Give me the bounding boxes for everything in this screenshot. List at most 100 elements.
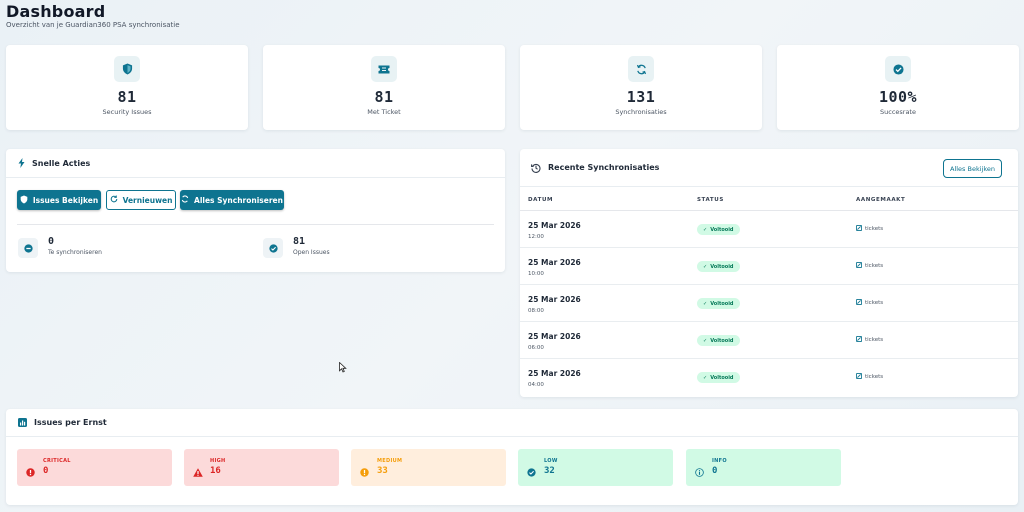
- check-icon: ✓: [703, 226, 708, 233]
- row-date: 25 Mar 2026: [528, 221, 581, 230]
- check-circle-icon: [527, 462, 536, 481]
- status-badge: ✓ Voltooid: [697, 372, 740, 383]
- check-icon: ✓: [703, 374, 708, 381]
- row-time: 08:00: [528, 308, 544, 314]
- check-icon: ✓: [703, 263, 708, 270]
- row-time: 04:00: [528, 382, 544, 388]
- severity-label: CRITICAL: [43, 458, 71, 464]
- row-created: tickets: [855, 298, 884, 307]
- stat-card-succesrate: 100% Succesrate: [777, 45, 1019, 130]
- severity-label: MEDIUM: [377, 458, 403, 464]
- severity-value: 0: [712, 466, 718, 476]
- created-label: tickets: [865, 263, 884, 269]
- quick-actions-card: Snelle Acties Issues Bekijken Vernieuwen…: [6, 149, 505, 272]
- stat-label: Synchronisaties: [615, 108, 667, 116]
- severity-header: Issues per Ernst: [6, 409, 1018, 437]
- severity-title: Issues per Ernst: [34, 418, 107, 427]
- row-time: 10:00: [528, 271, 544, 277]
- row-date: 25 Mar 2026: [528, 295, 581, 304]
- lightning-icon: [18, 158, 25, 168]
- mini-stat-label: Open Issues: [293, 249, 330, 256]
- stat-card-security-issues: 81 Security Issues: [6, 45, 248, 130]
- row-time: 06:00: [528, 345, 544, 351]
- status-label: Voltooid: [710, 300, 734, 307]
- severity-card: Issues per Ernst: [6, 409, 1018, 505]
- slash-box-icon: [855, 372, 863, 381]
- row-time: 12:00: [528, 234, 544, 240]
- quick-actions-title: Snelle Acties: [32, 158, 91, 168]
- status-badge: ✓ Voltooid: [697, 298, 740, 309]
- column-header-aangemaakt: AANGEMAAKT: [856, 197, 906, 203]
- severity-value: 16: [210, 466, 221, 476]
- sync-icon: [181, 195, 189, 205]
- mini-stat-open-issues: 81 Open Issues: [263, 236, 330, 258]
- table-row[interactable]: 25 Mar 2026 10:00 ✓ Voltooid tickets: [520, 248, 1018, 285]
- recent-syncs-title: Recente Synchronisaties: [548, 163, 660, 172]
- severity-low[interactable]: LOW 32: [518, 449, 673, 486]
- status-label: Voltooid: [710, 263, 734, 270]
- slash-box-icon: [855, 224, 863, 233]
- status-label: Voltooid: [710, 374, 734, 381]
- page-subtitle: Overzicht van je Guardian360 PSA synchro…: [6, 21, 180, 29]
- check-circle-icon: [263, 238, 283, 258]
- severity-high[interactable]: HIGH 16: [184, 449, 339, 486]
- vernieuwen-label: Vernieuwen: [122, 195, 173, 205]
- alert-circle-icon: [360, 462, 369, 481]
- row-created: tickets: [855, 372, 884, 381]
- alles-synchroniseren-button[interactable]: Alles Synchroniseren: [180, 190, 284, 210]
- severity-critical[interactable]: CRITICAL 0: [17, 449, 172, 486]
- check-icon: ✓: [703, 300, 708, 307]
- row-created: tickets: [855, 224, 884, 233]
- column-header-status: STATUS: [697, 197, 724, 203]
- check-circle-icon: [885, 56, 911, 82]
- info-icon: [695, 462, 704, 481]
- error-icon: [26, 462, 35, 481]
- row-date: 25 Mar 2026: [528, 369, 581, 378]
- column-header-datum: DATUM: [528, 197, 554, 203]
- status-label: Voltooid: [710, 337, 734, 344]
- history-icon: [531, 163, 541, 173]
- severity-label: INFO: [712, 458, 727, 464]
- mini-stat-value: 0: [48, 236, 55, 247]
- mini-stat-value: 81: [293, 236, 306, 247]
- table-row[interactable]: 25 Mar 2026 12:00 ✓ Voltooid tickets: [520, 211, 1018, 248]
- minus-circle-icon: [18, 238, 38, 258]
- mini-stat-label: Te synchroniseren: [48, 249, 102, 256]
- sync-icon: [628, 56, 654, 82]
- bar-chart-icon: [18, 418, 27, 427]
- severity-label: HIGH: [210, 458, 226, 464]
- stat-value: 81: [374, 88, 394, 106]
- vernieuwen-button[interactable]: Vernieuwen: [106, 190, 176, 210]
- severity-medium[interactable]: MEDIUM 33: [351, 449, 506, 486]
- alles-bekijken-button[interactable]: Alles Bekijken: [943, 159, 1002, 178]
- recent-syncs-header: Recente Synchronisaties: [520, 149, 1018, 187]
- stat-value: 131: [626, 88, 656, 106]
- severity-label: LOW: [544, 458, 558, 464]
- created-label: tickets: [865, 374, 884, 380]
- created-label: tickets: [865, 300, 884, 306]
- table-header-divider: [520, 210, 1018, 211]
- quick-actions-header: Snelle Acties: [6, 149, 505, 178]
- stat-label: Met Ticket: [367, 108, 401, 116]
- table-row[interactable]: 25 Mar 2026 08:00 ✓ Voltooid tickets: [520, 285, 1018, 322]
- ticket-icon: [371, 56, 397, 82]
- table-row[interactable]: 25 Mar 2026 06:00 ✓ Voltooid tickets: [520, 322, 1018, 359]
- recent-syncs-card: Recente Synchronisaties Alles Bekijken D…: [520, 149, 1018, 397]
- stat-label: Succesrate: [880, 108, 916, 116]
- severity-info[interactable]: INFO 0: [686, 449, 841, 486]
- severity-value: 32: [544, 466, 555, 476]
- stat-value: 100%: [878, 88, 918, 106]
- shield-icon: [114, 56, 140, 82]
- created-label: tickets: [865, 226, 884, 232]
- row-date: 25 Mar 2026: [528, 332, 581, 341]
- warning-icon: [193, 462, 203, 481]
- divider: [17, 224, 494, 225]
- stat-label: Security Issues: [102, 108, 152, 116]
- page-title: Dashboard: [6, 2, 106, 21]
- slash-box-icon: [855, 261, 863, 270]
- status-badge: ✓ Voltooid: [697, 224, 740, 235]
- status-badge: ✓ Voltooid: [697, 335, 740, 346]
- issues-bekijken-button[interactable]: Issues Bekijken: [17, 190, 101, 210]
- table-row[interactable]: 25 Mar 2026 04:00 ✓ Voltooid tickets: [520, 359, 1018, 396]
- refresh-icon: [110, 195, 118, 205]
